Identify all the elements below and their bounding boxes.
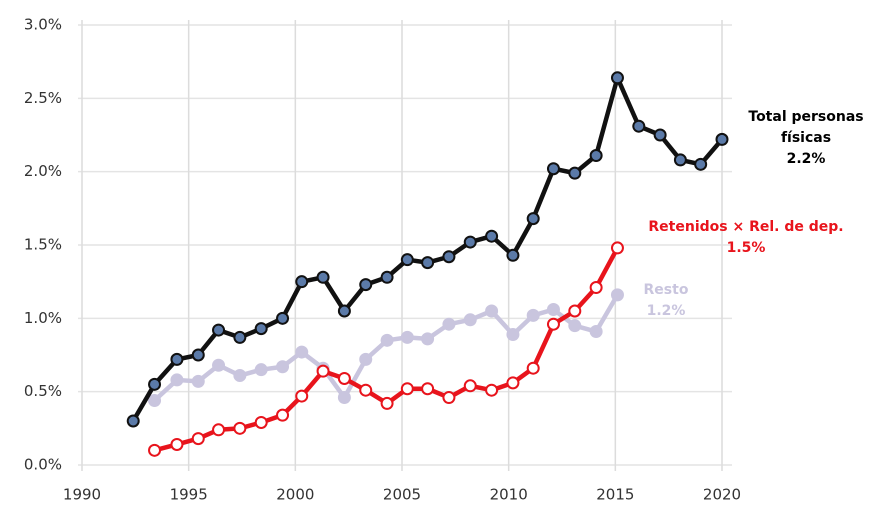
end-value-label: 1.5% [727, 240, 766, 256]
marker [463, 379, 477, 393]
marker [400, 253, 414, 267]
marker [506, 248, 520, 262]
marker [632, 119, 646, 133]
marker [380, 333, 394, 347]
marker [337, 304, 351, 318]
marker [506, 327, 520, 341]
marker [463, 313, 477, 327]
marker [276, 311, 290, 325]
x-tick-label: 1995 [170, 486, 208, 504]
x-tick-label: 2000 [276, 486, 314, 504]
marker [359, 383, 373, 397]
marker [485, 304, 499, 318]
marker [316, 270, 330, 284]
marker [589, 149, 603, 163]
marker [694, 157, 708, 171]
marker [276, 360, 290, 374]
marker [148, 377, 162, 391]
grid: 0.0% 0.5% 1.0% 1.5% 2.0% 2.5% 3.0% 1990 1995 2000… [24, 16, 741, 504]
labels: Resto 1.2% Retenidos × Rel. de dep. 1.5% Tot… [644, 109, 864, 319]
x-tick-label: 2020 [703, 486, 741, 504]
y-tick-label: 0.0% [24, 456, 62, 474]
marker [506, 376, 520, 390]
series [126, 71, 729, 457]
marker [715, 132, 729, 146]
marker [233, 369, 247, 383]
x-tick-label: 1990 [63, 486, 101, 504]
end-value-label: 1.2% [647, 303, 686, 319]
marker [359, 278, 373, 292]
marker [442, 391, 456, 405]
marker [485, 383, 499, 397]
marker [316, 364, 330, 378]
marker [276, 408, 290, 422]
marker [170, 352, 184, 366]
y-tick-label: 3.0% [24, 16, 62, 34]
marker [254, 363, 268, 377]
marker [126, 414, 140, 428]
series-label: Retenidos × Rel. de dep. [648, 219, 843, 235]
marker [380, 270, 394, 284]
marker [673, 153, 687, 167]
marker [359, 352, 373, 366]
marker [526, 361, 540, 375]
marker [610, 241, 624, 255]
series-label: físicas [781, 130, 831, 146]
end-value-label: 2.2% [787, 151, 826, 167]
marker [295, 275, 309, 289]
marker [212, 323, 226, 337]
marker [589, 281, 603, 295]
marker [442, 317, 456, 331]
series-label: Total personas [748, 109, 863, 125]
y-tick-label: 0.5% [24, 382, 62, 400]
marker [295, 389, 309, 403]
marker [610, 288, 624, 302]
marker [546, 162, 560, 176]
marker [254, 415, 268, 429]
marker [191, 432, 205, 446]
marker [400, 330, 414, 344]
marker [170, 373, 184, 387]
marker [568, 319, 582, 333]
marker [212, 358, 226, 372]
x-tick-label: 2015 [596, 486, 634, 504]
marker [380, 396, 394, 410]
y-tick-label: 1.5% [24, 236, 62, 254]
x-tick-label: 2010 [490, 486, 528, 504]
marker [233, 330, 247, 344]
x-tick-label: 2005 [383, 486, 421, 504]
marker [337, 391, 351, 405]
marker [148, 393, 162, 407]
marker [212, 423, 226, 437]
y-tick-label: 2.5% [24, 89, 62, 107]
marker [485, 229, 499, 243]
marker [400, 382, 414, 396]
marker [421, 332, 435, 346]
marker [589, 325, 603, 339]
marker [191, 348, 205, 362]
marker [463, 235, 477, 249]
y-tick-label: 2.0% [24, 162, 62, 180]
marker [442, 250, 456, 264]
marker [568, 304, 582, 318]
marker [170, 437, 184, 451]
marker [191, 374, 205, 388]
y-tick-label: 1.0% [24, 309, 62, 327]
marker [526, 308, 540, 322]
marker [568, 166, 582, 180]
marker [254, 322, 268, 336]
marker [295, 345, 309, 359]
marker [653, 128, 667, 142]
marker [337, 371, 351, 385]
marker [421, 382, 435, 396]
marker [421, 256, 435, 270]
marker [610, 71, 624, 85]
marker [546, 303, 560, 317]
marker [233, 421, 247, 435]
marker [546, 317, 560, 331]
marker [148, 443, 162, 457]
marker [526, 212, 540, 226]
series-label: Resto [644, 282, 689, 298]
